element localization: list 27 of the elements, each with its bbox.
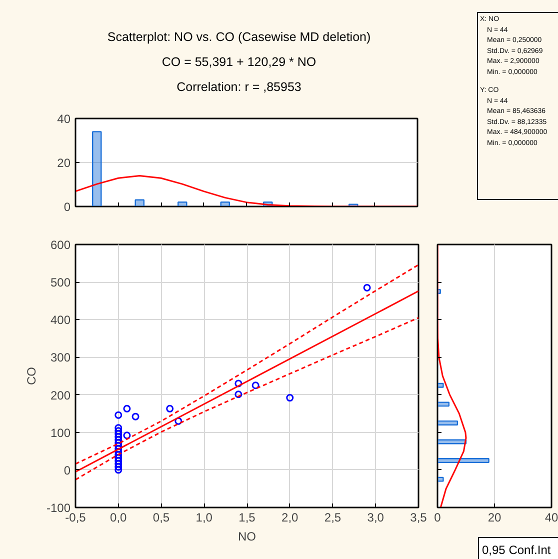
text: 0,95 Conf.Int bbox=[478, 537, 558, 559]
x-axis-title: NO bbox=[238, 530, 256, 544]
y-tick-label: 0 bbox=[64, 200, 71, 214]
x-tick-label: 0,5 bbox=[152, 510, 170, 524]
x-tick-label: 0 bbox=[434, 510, 442, 524]
y-tick-label: 400 bbox=[50, 313, 71, 328]
x-tick-label: 0,0 bbox=[110, 510, 128, 524]
x-tick-label: 2,0 bbox=[282, 510, 299, 524]
text: Correlation: r = ,85953 bbox=[176, 79, 302, 96]
y-tick-label: 300 bbox=[50, 350, 71, 365]
x-tick-label: 3,5 bbox=[410, 510, 428, 524]
y-tick-label: 600 bbox=[50, 238, 71, 252]
x-tick-label: 1,0 bbox=[196, 510, 213, 524]
x-tick-label: 3,0 bbox=[367, 510, 384, 524]
y-tick-label: 0 bbox=[64, 463, 71, 478]
chart-title: Scatterplot: NO vs. CO (Casewise MD deletion) bbox=[106, 29, 372, 46]
y-tick-label: 500 bbox=[50, 276, 71, 290]
x-tick-label: 2,5 bbox=[324, 510, 342, 524]
chart-subtitle: CO = 55,391 + 120,29 * NO bbox=[160, 54, 318, 71]
y-axis-title: CO bbox=[24, 367, 38, 385]
y-tick-label: 40 bbox=[57, 112, 71, 126]
x-tick-label: 20 bbox=[488, 510, 502, 524]
y-tick-label: 100 bbox=[50, 426, 71, 440]
y-tick-label: 20 bbox=[57, 156, 71, 170]
y-tick-label: 200 bbox=[50, 388, 71, 402]
x-tick-label: 40 bbox=[544, 510, 558, 524]
x-tick-label: 1,5 bbox=[238, 510, 256, 524]
